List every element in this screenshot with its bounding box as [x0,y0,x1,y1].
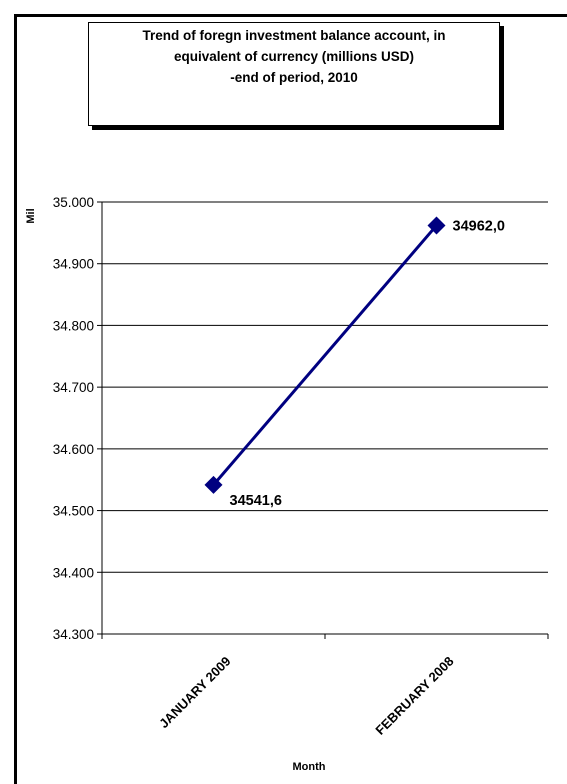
y-tick-label: 35.000 [53,195,94,210]
gridlines [102,201,548,573]
chart-title-line-2: equivalent of currency (millions USD) [173,49,415,64]
y-tick-label: 34.900 [53,257,94,272]
series-group: 34541,6 34962,0 [204,216,505,509]
x-axis-label: Month [293,761,326,773]
data-label: 34541,6 [230,493,282,509]
data-label: 34962,0 [453,218,505,234]
axes [97,201,549,639]
y-tick-labels: 34.300 34.400 34.500 34.600 34.700 34.800 34.9… [53,195,94,642]
x-tick-label: FEBRUARY 2008 [372,654,456,738]
series-line [212,224,438,486]
data-point-marker [204,475,223,494]
x-tick-label: JANUARY 2009 [156,654,234,732]
data-point-marker [427,216,446,235]
chart-title-box: Trend of foregn investment balance accou… [88,22,500,126]
y-tick-label: 34.700 [53,380,94,395]
y-tick-label: 34.600 [53,442,94,457]
y-tick-label: 34.300 [53,627,94,642]
chart-title-line-3: -end of period, 2010 [230,70,358,85]
y-axis-label: Mil [25,208,37,223]
y-tick-label: 34.500 [53,504,94,519]
chart-frame [14,14,567,784]
x-tick-labels: JANUARY 2009 FEBRUARY 2008 [156,654,457,738]
chart-title-line-1: Trend of foregn investment balance accou… [142,28,446,43]
y-tick-label: 34.800 [53,318,94,333]
y-tick-label: 34.400 [53,565,94,580]
